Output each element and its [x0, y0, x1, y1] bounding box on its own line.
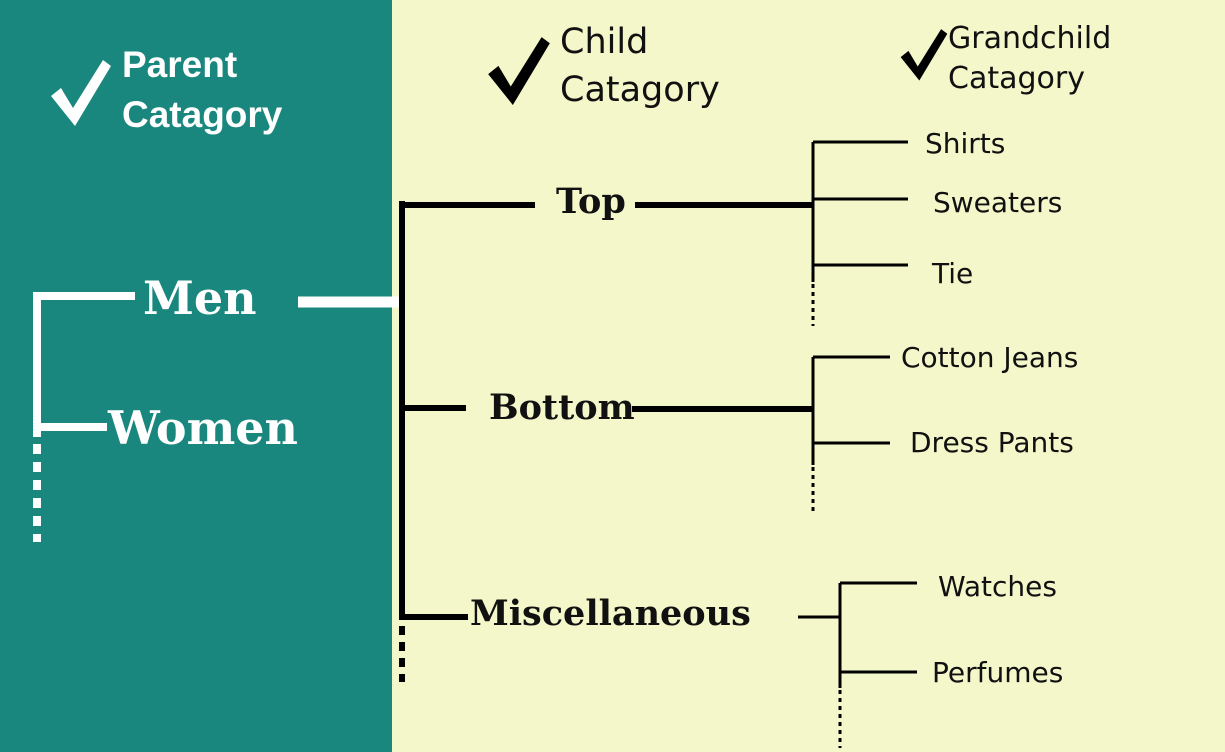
parent-node-women: Women [108, 401, 298, 455]
child-node-miscellaneous: Miscellaneous [470, 593, 751, 634]
grandchild-node-perfumes: Perfumes [932, 656, 1064, 689]
grandchild-node-sweaters: Sweaters [933, 186, 1063, 219]
grandchild-category-header: Grandchild Catagory [948, 19, 1111, 99]
header-line: Grandchild [948, 21, 1112, 56]
grandchild-node-shirts: Shirts [925, 127, 1006, 160]
grandchild-node-cotton-jeans: Cotton Jeans [901, 341, 1079, 374]
grandchild-node-watches: Watches [938, 570, 1057, 603]
child-node-bottom: Bottom [489, 387, 635, 428]
grandchild-node-dress-pants: Dress Pants [910, 426, 1074, 459]
header-line: Catagory [948, 61, 1085, 96]
parent-category-header: Parent Catagory [122, 40, 282, 140]
child-category-header: Child Catagory [560, 18, 720, 114]
child-node-top: Top [556, 181, 626, 222]
check-icon [900, 29, 948, 81]
parent-category-panel [0, 0, 392, 752]
check-icon [488, 37, 550, 105]
parent-node-men: Men [143, 271, 257, 325]
header-line: Catagory [122, 94, 283, 135]
header-line: Parent [122, 44, 238, 85]
grandchild-node-tie: Tie [932, 257, 974, 290]
check-icon [51, 60, 111, 126]
header-line: Child [560, 22, 649, 62]
child-category-panel [392, 0, 1225, 752]
header-line: Catagory [560, 70, 720, 110]
